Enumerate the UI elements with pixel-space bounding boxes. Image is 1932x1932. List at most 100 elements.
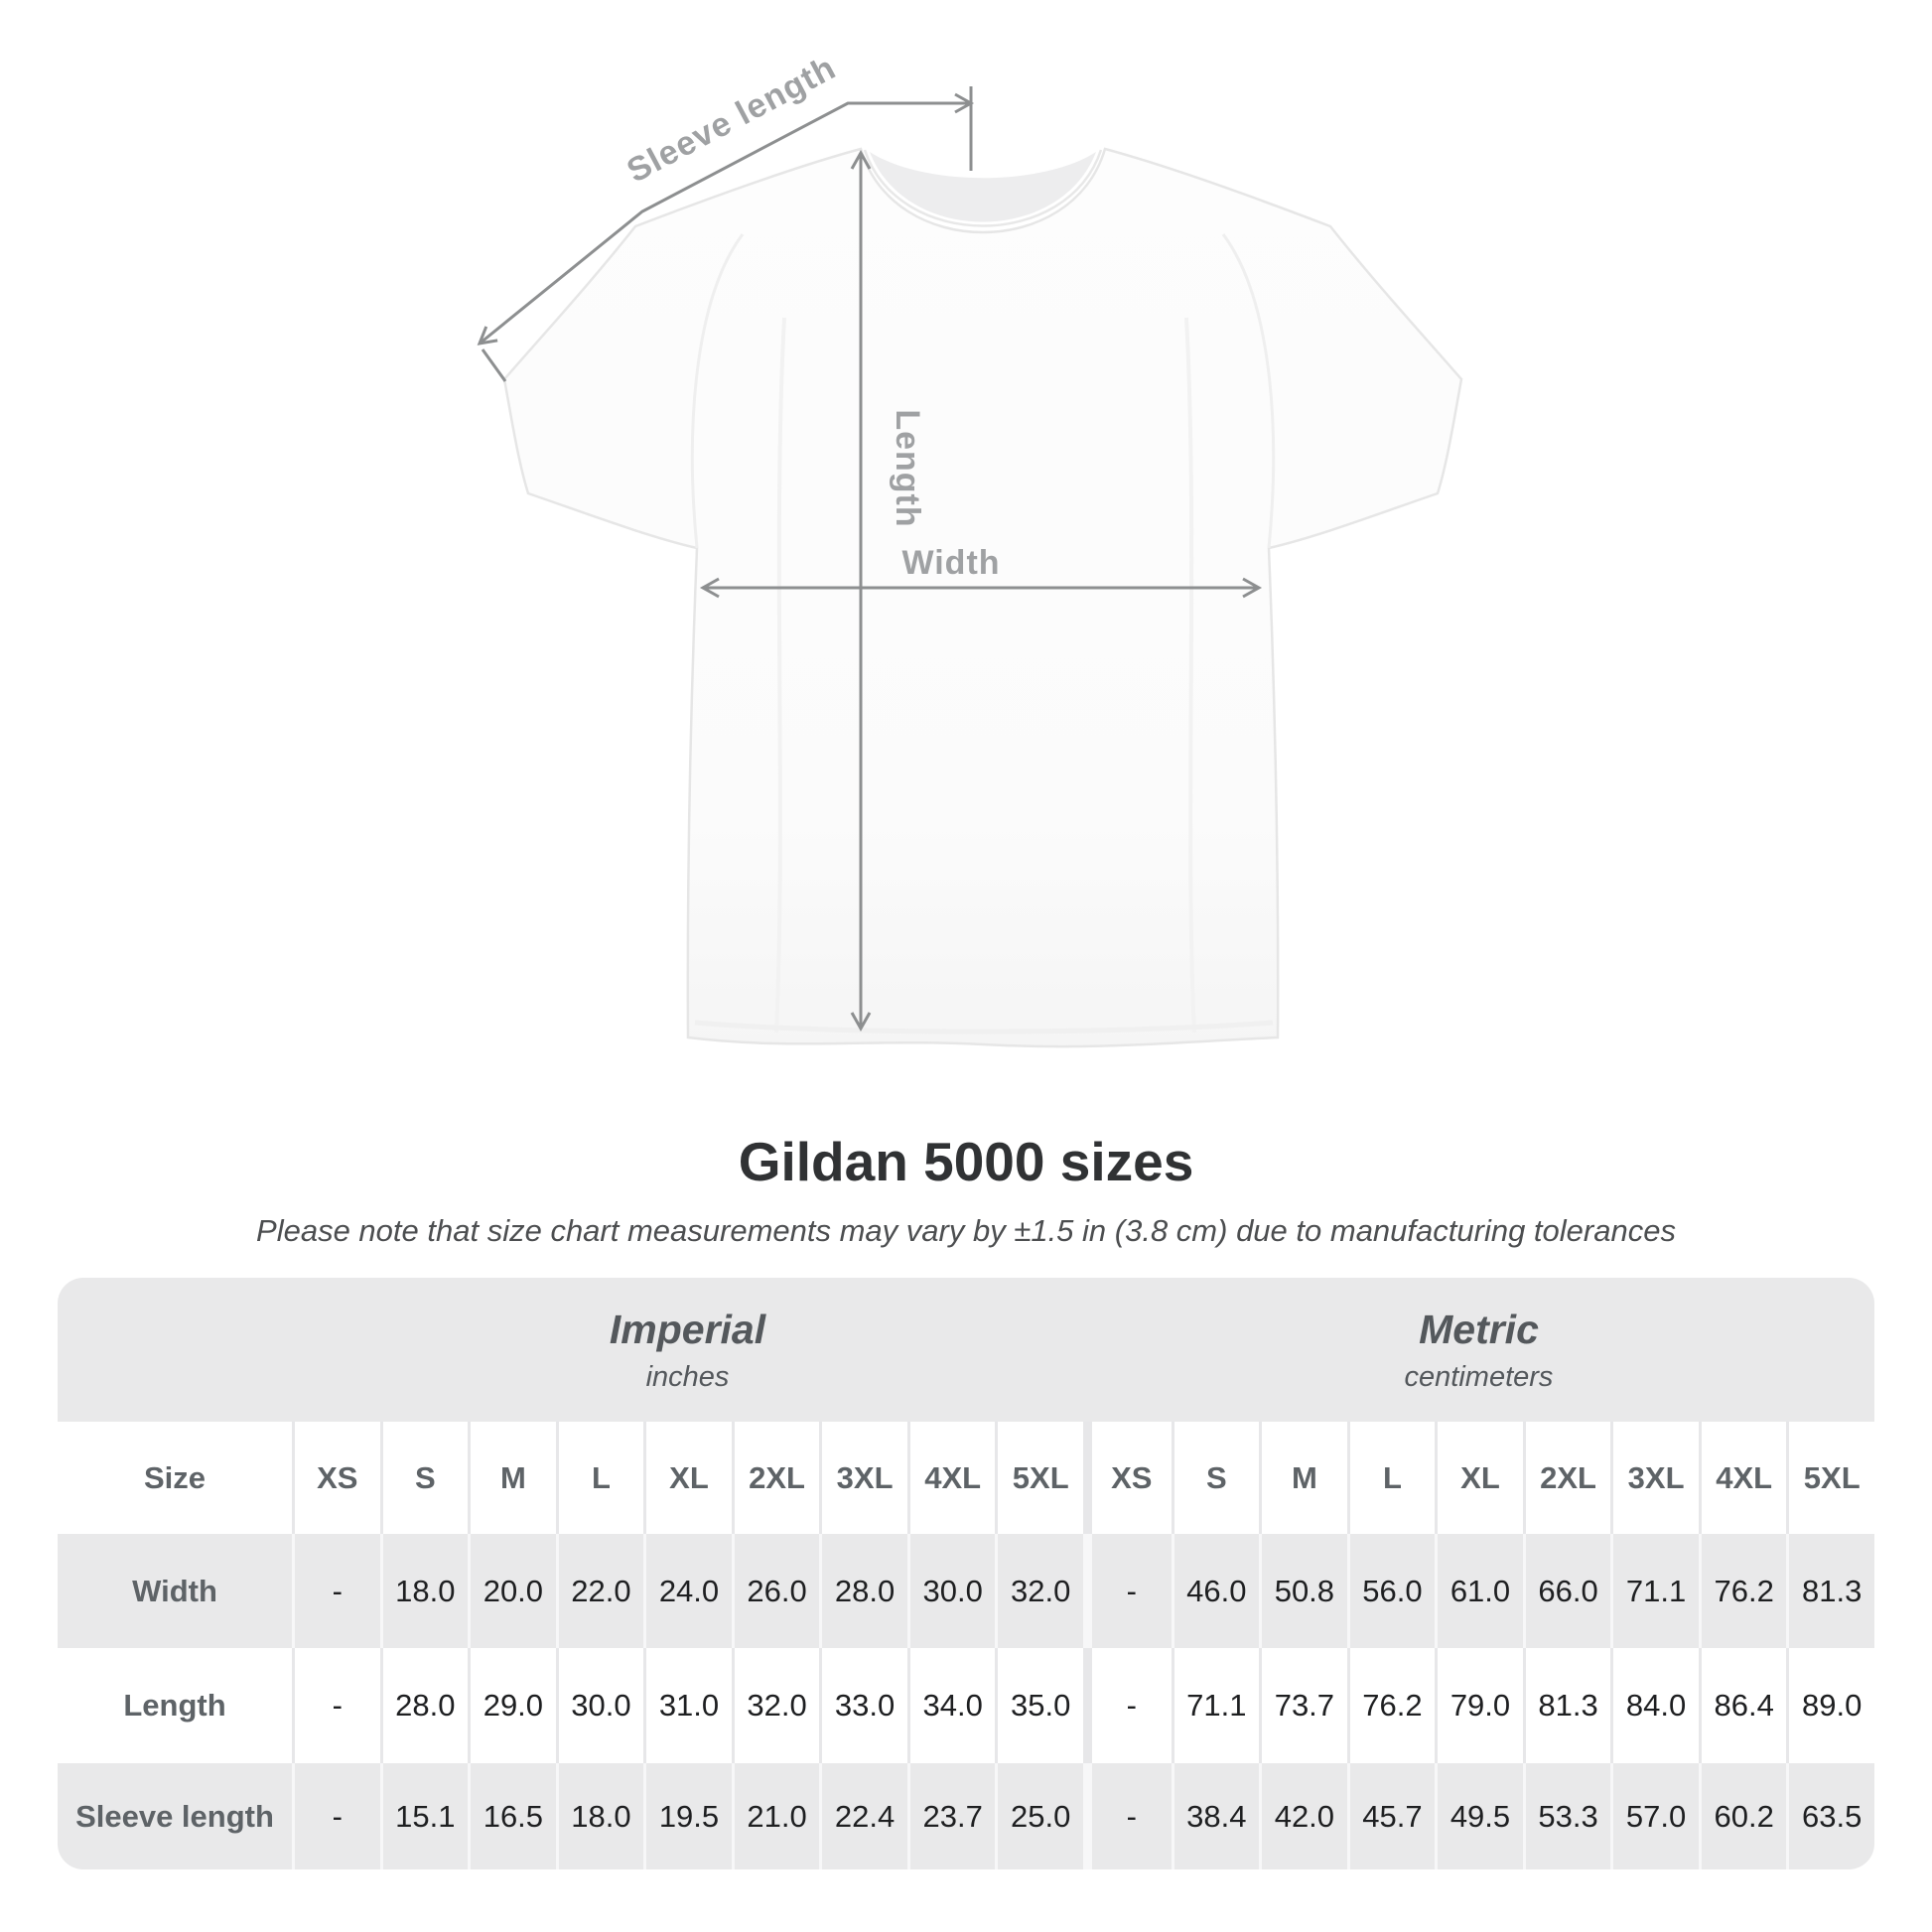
size-header-cell: 2XL — [1522, 1422, 1611, 1534]
size-header-cell: L — [1346, 1422, 1436, 1534]
size-header-cell: L — [555, 1422, 644, 1534]
tshirt-hem-shadow — [694, 1020, 1274, 1035]
tshirt-body — [502, 147, 1463, 1048]
row-label: Sleeve length — [75, 1798, 274, 1834]
tshirt-fold — [1184, 317, 1196, 1034]
value-cell: 84.0 — [1610, 1648, 1699, 1763]
size-header-cell: M — [468, 1422, 556, 1534]
value-cell: 76.2 — [1346, 1648, 1436, 1763]
value-cell: 30.0 — [555, 1648, 644, 1763]
value-cell: 25.0 — [995, 1763, 1083, 1869]
value-cell: - — [1083, 1648, 1172, 1763]
value-cell: 15.1 — [379, 1763, 469, 1869]
value-cell: 19.5 — [643, 1763, 732, 1869]
value-cell: 33.0 — [819, 1648, 907, 1763]
value-cell: 89.0 — [1786, 1648, 1874, 1763]
value-cell: 56.0 — [1346, 1534, 1436, 1648]
size-header-cell: XS — [1083, 1422, 1172, 1534]
metric-group-header: Metric centimeters — [1083, 1278, 1874, 1422]
page-title: Gildan 5000 sizes — [738, 1131, 1194, 1192]
value-cell: 18.0 — [555, 1763, 644, 1869]
value-cell: 32.0 — [995, 1534, 1083, 1648]
size-header-cell: 5XL — [1786, 1422, 1874, 1534]
value-cell: 31.0 — [643, 1648, 732, 1763]
imperial-unit: inches — [645, 1360, 730, 1393]
row-label: Width — [132, 1573, 217, 1608]
value-cell: - — [1083, 1763, 1172, 1869]
tshirt-fold — [774, 317, 786, 1034]
table-row-length: Length - 28.0 29.0 30.0 31.0 32.0 33.0 3… — [58, 1648, 1874, 1763]
imperial-group-header: Imperial inches — [292, 1278, 1083, 1422]
value-cell: 45.7 — [1346, 1763, 1436, 1869]
size-header-cell: S — [379, 1422, 469, 1534]
value-cell: 20.0 — [468, 1534, 556, 1648]
table-row-sleeve-length: Sleeve length - 15.1 16.5 18.0 19.5 21.0… — [58, 1763, 1874, 1869]
value-cell: 76.2 — [1698, 1534, 1787, 1648]
tshirt-illustration — [502, 147, 1463, 1048]
value-cell: 53.3 — [1522, 1763, 1611, 1869]
size-header-row: Size XS S M L XL 2XL 3XL 4XL 5XL XS S M … — [58, 1422, 1874, 1534]
metric-unit: centimeters — [1404, 1360, 1554, 1393]
value-cell: - — [292, 1534, 380, 1648]
size-header-cell: S — [1171, 1422, 1260, 1534]
width-label: Width — [901, 544, 1000, 582]
value-cell: 73.7 — [1259, 1648, 1347, 1763]
value-cell: 22.4 — [819, 1763, 907, 1869]
unit-band: Imperial inches Metric centimeters — [58, 1278, 1874, 1422]
value-cell: 86.4 — [1698, 1648, 1787, 1763]
value-cell: 61.0 — [1435, 1534, 1523, 1648]
metric-label: Metric — [1419, 1306, 1539, 1352]
value-cell: 79.0 — [1435, 1648, 1523, 1763]
value-cell: 28.0 — [379, 1648, 469, 1763]
size-header-cell: 5XL — [995, 1422, 1083, 1534]
value-cell: 29.0 — [468, 1648, 556, 1763]
value-cell: 49.5 — [1435, 1763, 1523, 1869]
size-header-cell: 4XL — [1698, 1422, 1787, 1534]
size-column-header: Size — [143, 1459, 207, 1495]
value-cell: 18.0 — [379, 1534, 469, 1648]
value-cell: 81.3 — [1786, 1534, 1874, 1648]
size-header-cell: XS — [292, 1422, 380, 1534]
value-cell: 50.8 — [1259, 1534, 1347, 1648]
value-cell: 46.0 — [1171, 1534, 1260, 1648]
value-cell: 23.7 — [906, 1763, 996, 1869]
sleeve-length-line — [477, 92, 975, 345]
value-cell: - — [292, 1648, 380, 1763]
value-cell: 57.0 — [1610, 1763, 1699, 1869]
size-header-cell: 3XL — [819, 1422, 907, 1534]
value-cell: - — [292, 1763, 380, 1869]
size-header-cell: 4XL — [906, 1422, 996, 1534]
value-cell: 71.1 — [1610, 1534, 1699, 1648]
imperial-label: Imperial — [609, 1306, 766, 1352]
measurement-lines — [477, 86, 1263, 1033]
tshirt-right-sleeve-seam — [1221, 233, 1276, 549]
value-cell: 60.2 — [1698, 1763, 1787, 1869]
size-header-cell: 2XL — [731, 1422, 820, 1534]
value-cell: 26.0 — [731, 1534, 820, 1648]
tolerance-note: Please note that size chart measurements… — [256, 1213, 1676, 1248]
row-label: Length — [123, 1688, 226, 1723]
value-cell: 16.5 — [468, 1763, 556, 1869]
value-cell: 63.5 — [1786, 1763, 1874, 1869]
size-header-cell: M — [1259, 1422, 1347, 1534]
value-cell: 42.0 — [1259, 1763, 1347, 1869]
size-table: Imperial inches Metric centimeters Size … — [58, 1278, 1874, 1869]
value-cell: - — [1083, 1534, 1172, 1648]
value-cell: 32.0 — [731, 1648, 820, 1763]
value-cell: 35.0 — [995, 1648, 1083, 1763]
value-cell: 21.0 — [731, 1763, 820, 1869]
value-cell: 22.0 — [555, 1534, 644, 1648]
size-header-cell: 3XL — [1610, 1422, 1699, 1534]
size-header-cell: XL — [1435, 1422, 1523, 1534]
value-cell: 30.0 — [906, 1534, 996, 1648]
value-cell: 24.0 — [643, 1534, 732, 1648]
value-cell: 34.0 — [906, 1648, 996, 1763]
value-cell: 28.0 — [819, 1534, 907, 1648]
value-cell: 66.0 — [1522, 1534, 1611, 1648]
sleeve-length-leader — [481, 348, 507, 382]
value-cell: 38.4 — [1171, 1763, 1260, 1869]
value-cell: 71.1 — [1171, 1648, 1260, 1763]
table-row-width: Width - 18.0 20.0 22.0 24.0 26.0 28.0 30… — [58, 1534, 1874, 1648]
length-label: Length — [889, 409, 926, 527]
